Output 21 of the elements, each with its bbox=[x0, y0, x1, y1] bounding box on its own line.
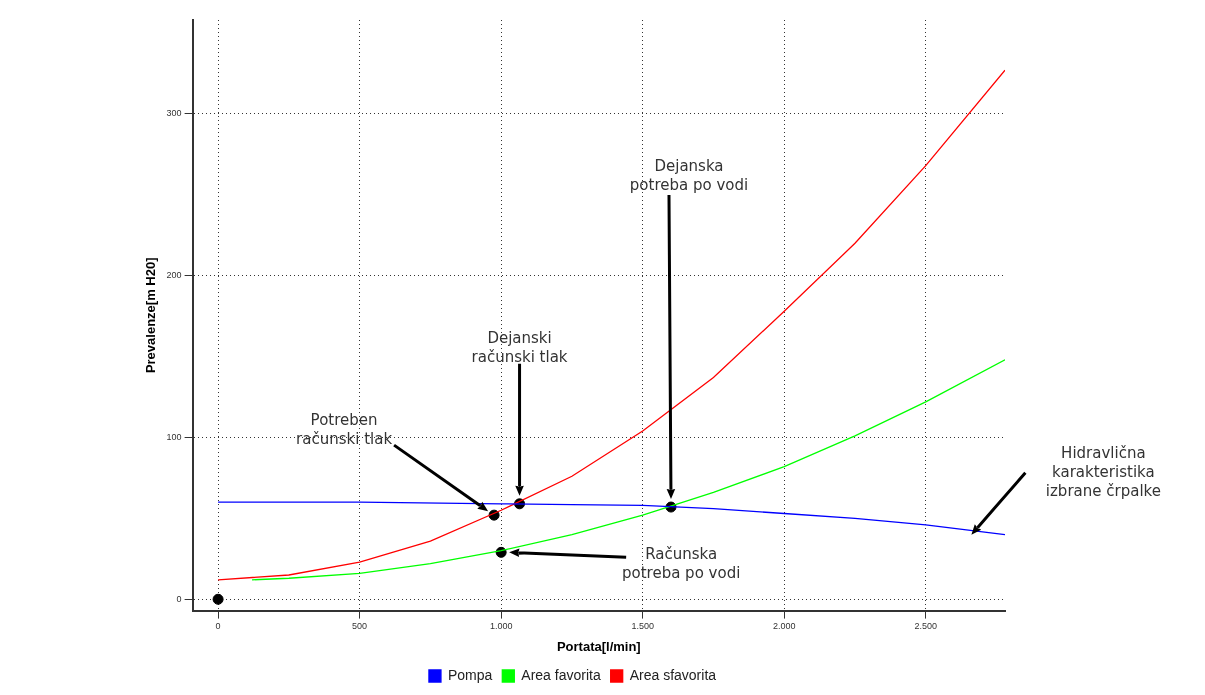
y-tick-label: 300 bbox=[166, 108, 182, 119]
legend-label: Area sfavorita bbox=[629, 666, 717, 683]
annotation: Dejanska potreba po vodi bbox=[629, 157, 749, 195]
y-tick-label: 0 bbox=[176, 593, 182, 604]
legend-label: Pompa bbox=[447, 666, 493, 683]
annotation: Računska potreba po vodi bbox=[621, 544, 741, 582]
x-tick-label: 0 bbox=[215, 621, 221, 632]
annotation: Potreben računski tlak bbox=[296, 410, 393, 448]
text: Hidravlična karakteristika izbrane črpalke bbox=[1045, 443, 1161, 500]
x-tick-label: 1.500 bbox=[631, 621, 654, 632]
x-tick-label: 2.500 bbox=[914, 621, 938, 632]
y-axis-title: Prevalenze[m H20] bbox=[143, 257, 159, 374]
x-tick-label: 1.000 bbox=[489, 621, 513, 632]
x-axis-title: Portata[l/min] bbox=[556, 638, 641, 654]
y-tick-label: 100 bbox=[166, 431, 182, 442]
annotation: Dejanski računski tlak bbox=[471, 329, 568, 367]
x-tick-label: 2.000 bbox=[772, 621, 796, 632]
point bbox=[212, 593, 224, 605]
legend-label: Area favorita bbox=[521, 666, 601, 683]
y-tick-label: 200 bbox=[166, 270, 182, 281]
x-tick-label: 500 bbox=[352, 621, 368, 632]
